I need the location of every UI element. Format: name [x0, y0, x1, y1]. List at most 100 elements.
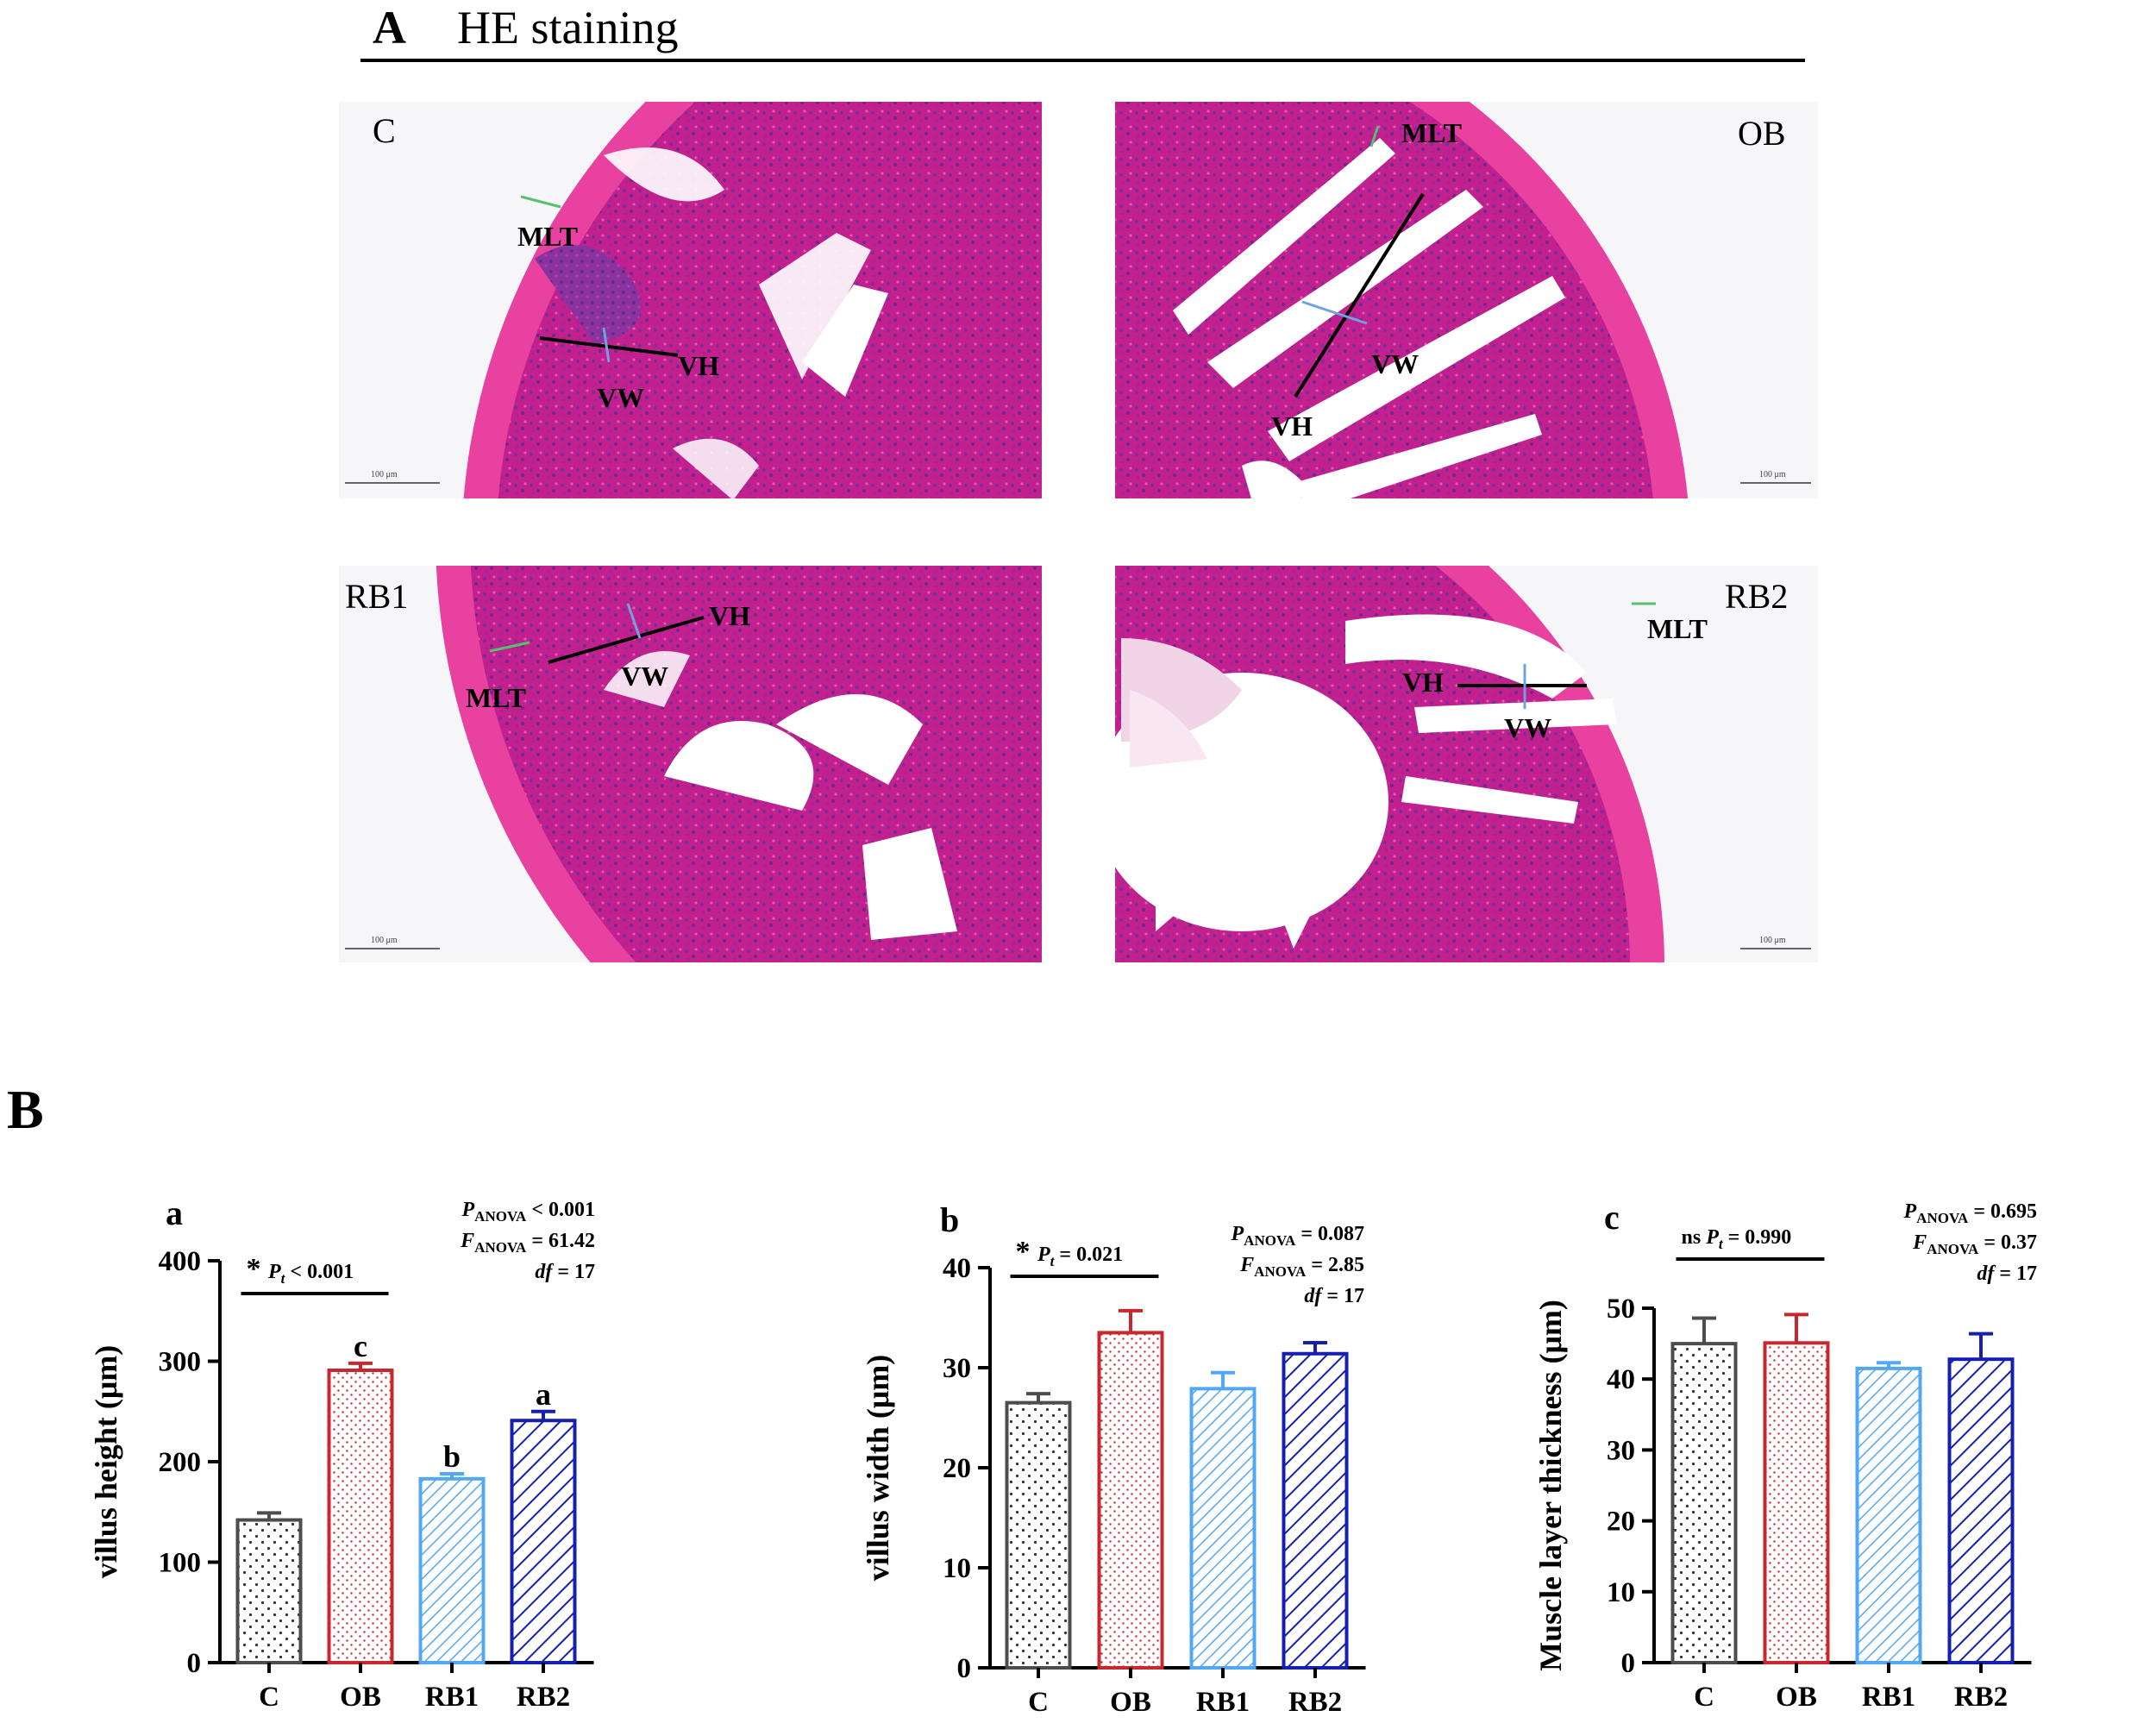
stat-subscript: ANOVA	[1244, 1232, 1296, 1249]
stat-subscript: ANOVA	[1916, 1210, 1969, 1226]
bar-rb1	[1189, 1387, 1257, 1670]
stat-line: df = 17	[535, 1261, 595, 1283]
panel-a-title: HE staining	[457, 2, 678, 53]
stat-symbol: P	[461, 1199, 475, 1221]
x-tick-label: C	[1028, 1687, 1049, 1718]
bar-rb1	[1855, 1366, 1922, 1664]
x-tick-label: C	[259, 1682, 279, 1713]
bar-rb2	[510, 1419, 577, 1664]
stat-subscript: ANOVA	[474, 1208, 527, 1225]
stat-line: df = 17	[1977, 1262, 2037, 1285]
y-axis-label: Muscle layer thickness (μm)	[1533, 1300, 1568, 1671]
significance-letter: c	[354, 1329, 367, 1363]
stat-value: = 2.85	[1306, 1254, 1364, 1276]
x-tick-label: OB	[1776, 1682, 1817, 1713]
stat-subscript: ANOVA	[474, 1239, 527, 1256]
x-tick-label: RB1	[425, 1682, 479, 1713]
y-tick-label: 10	[1607, 1577, 1635, 1608]
p-value: < 0.001	[285, 1261, 354, 1283]
stat-line: FANOVA = 61.42	[460, 1230, 595, 1256]
bar-rb1	[418, 1476, 486, 1665]
bar-rb2	[1282, 1351, 1349, 1670]
y-tick-label: 20	[1607, 1507, 1635, 1538]
significance-text: ns Pt = 0.990	[1682, 1226, 1792, 1252]
y-tick-label: 0	[957, 1653, 972, 1684]
y-tick-label: 30	[1607, 1435, 1635, 1466]
bar-c	[1670, 1342, 1738, 1664]
y-tick-label: 0	[1621, 1648, 1636, 1679]
annotation-vh-ob: VH	[1271, 410, 1313, 442]
stat-value: = 0.695	[1968, 1200, 2037, 1223]
bar-rb2	[1947, 1357, 2015, 1664]
y-axis-label: villus width (μm)	[861, 1355, 895, 1581]
y-tick-label: 40	[1607, 1364, 1635, 1395]
bar-chart-c: 0 10 20 30 40 50 Muscle layer thickness (μm) c C…	[1533, 1198, 2037, 1713]
image-label-c: C	[373, 111, 396, 150]
stat-value: = 17	[1994, 1262, 2037, 1285]
annotation-vh-rb2: VH	[1402, 667, 1444, 698]
histology-image-ob: OB MLT VH VW 100 μm	[1115, 102, 1818, 498]
stat-subscript: ANOVA	[1254, 1263, 1307, 1280]
stat-symbol: P	[1231, 1223, 1244, 1245]
x-tick-label: OB	[1110, 1687, 1151, 1718]
panel-a-letter: A	[373, 2, 406, 53]
stat-line: df = 17	[1304, 1285, 1364, 1307]
y-axis-label: villus height (μm)	[89, 1345, 123, 1578]
y-tick-label: 20	[943, 1453, 971, 1484]
p-symbol: P	[1037, 1244, 1050, 1266]
stat-line: PANOVA < 0.001	[461, 1199, 596, 1225]
chart-sub-label: c	[1604, 1198, 1620, 1237]
stat-value: = 17	[1321, 1285, 1364, 1307]
stat-value: = 0.087	[1295, 1223, 1364, 1245]
y-tick-label: 100	[159, 1548, 202, 1579]
bar-chart-b: 0 10 20 30 40 villus width (μm) b C OB RB1 RB2 * Pt…	[861, 1200, 1366, 1718]
annotation-mlt-c: MLT	[517, 221, 578, 252]
annotation-mlt-rb1: MLT	[466, 682, 526, 713]
scale-bar-c: 100 μm	[371, 470, 398, 479]
annotation-vw-c: VW	[597, 382, 644, 413]
annotation-vw-ob: VW	[1371, 348, 1419, 379]
stat-value: < 0.001	[526, 1199, 595, 1221]
p-symbol: P	[267, 1261, 281, 1283]
y-tick-label: 10	[943, 1553, 971, 1584]
y-tick-label: 50	[1607, 1294, 1635, 1325]
histology-image-c: C MLT VH VW 100 μm	[339, 102, 1042, 498]
y-tick-label: 300	[159, 1347, 202, 1378]
stat-line: FANOVA = 0.37	[1912, 1231, 2037, 1257]
stat-symbol: P	[1903, 1200, 1917, 1223]
annotation-mlt-ob: MLT	[1401, 117, 1462, 148]
bar-ob	[1097, 1331, 1164, 1670]
image-label-rb2: RB2	[1725, 577, 1788, 616]
x-tick-label: RB1	[1862, 1682, 1915, 1713]
annotation-vh-c: VH	[678, 350, 719, 381]
significance-text: * Pt < 0.001	[247, 1253, 354, 1287]
bar-ob	[1763, 1341, 1830, 1664]
stat-symbol: F	[1912, 1231, 1927, 1254]
stat-subscript: ANOVA	[1927, 1241, 1979, 1257]
stat-value: = 0.37	[1978, 1231, 2037, 1254]
annotation-mlt-rb2: MLT	[1647, 613, 1708, 644]
stat-line: PANOVA = 0.087	[1231, 1223, 1365, 1249]
p-value: = 0.021	[1054, 1244, 1123, 1266]
y-tick-label: 400	[159, 1246, 202, 1277]
stat-line: FANOVA = 2.85	[1239, 1254, 1364, 1280]
x-tick-label: RB2	[517, 1682, 570, 1713]
stat-symbol: df	[535, 1261, 554, 1283]
bar-ob	[327, 1368, 394, 1664]
stat-value: = 17	[552, 1261, 595, 1283]
stat-symbol: F	[1239, 1254, 1254, 1276]
stat-line: PANOVA = 0.695	[1903, 1200, 2038, 1226]
stat-value: = 61.42	[526, 1230, 595, 1252]
y-tick-label: 200	[159, 1447, 202, 1478]
x-tick-label: C	[1694, 1682, 1714, 1713]
p-value: = 0.990	[1723, 1226, 1792, 1249]
significance-star: *	[1016, 1236, 1038, 1268]
x-tick-label: RB2	[1288, 1687, 1342, 1718]
significance-star: *	[247, 1253, 269, 1285]
histology-image-rb1: RB1 MLT VH VW 100 μm	[339, 566, 1042, 962]
bar-c	[1005, 1400, 1072, 1670]
significance-star: ns	[1682, 1226, 1707, 1249]
y-tick-label: 30	[943, 1353, 971, 1384]
